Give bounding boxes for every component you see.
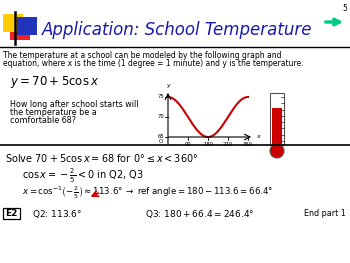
Text: 65: 65 (157, 134, 164, 139)
Text: $x=\cos^{-1}\!\left(-\frac{2}{5}\right)\approx113.6°$$\;\rightarrow\;$ref angle$: $x=\cos^{-1}\!\left(-\frac{2}{5}\right)\… (22, 185, 273, 201)
Text: End part 1: End part 1 (304, 209, 346, 218)
Text: the temperature be a: the temperature be a (10, 108, 97, 117)
Text: y: y (166, 83, 170, 88)
Circle shape (270, 144, 284, 158)
Text: How long after school starts will: How long after school starts will (10, 100, 139, 109)
Text: equation, where x is the time (1 degree = 1 minute) and y is the temperature.: equation, where x is the time (1 degree … (3, 59, 304, 68)
Text: 270: 270 (223, 142, 233, 147)
Text: 360: 360 (243, 142, 253, 147)
Text: $y = 70 + 5\cos x$: $y = 70 + 5\cos x$ (10, 74, 99, 90)
Text: The temperature at a school can be modeled by the following graph and: The temperature at a school can be model… (3, 51, 281, 60)
Text: x: x (256, 134, 260, 139)
Text: 180: 180 (203, 142, 213, 147)
Text: Solve $70+5\cos x=68$ for $0°\leq x<360°$: Solve $70+5\cos x=68$ for $0°\leq x<360°… (5, 152, 198, 164)
Text: O: O (159, 139, 163, 144)
Text: Application: School Temperature: Application: School Temperature (42, 21, 313, 39)
Text: Q3: $180+66.4=246.4°$: Q3: $180+66.4=246.4°$ (145, 208, 254, 220)
Bar (3, 208, 20, 219)
Bar (10, 22, 30, 40)
Text: 90: 90 (185, 142, 191, 147)
Bar (3, 14, 23, 32)
Text: E2: E2 (5, 209, 18, 218)
Text: 70: 70 (157, 114, 164, 119)
Text: Q2: $113.6°$: Q2: $113.6°$ (32, 208, 82, 220)
Bar (272, 108, 282, 145)
Text: 5: 5 (342, 4, 347, 13)
Bar (270, 93, 284, 145)
Text: 75: 75 (157, 94, 164, 99)
Text: $\cos x=-\frac{2}{5}<0$ in Q2, Q3: $\cos x=-\frac{2}{5}<0$ in Q2, Q3 (22, 167, 144, 185)
Text: comfortable 68?: comfortable 68? (10, 116, 76, 125)
Bar (17, 17, 37, 35)
